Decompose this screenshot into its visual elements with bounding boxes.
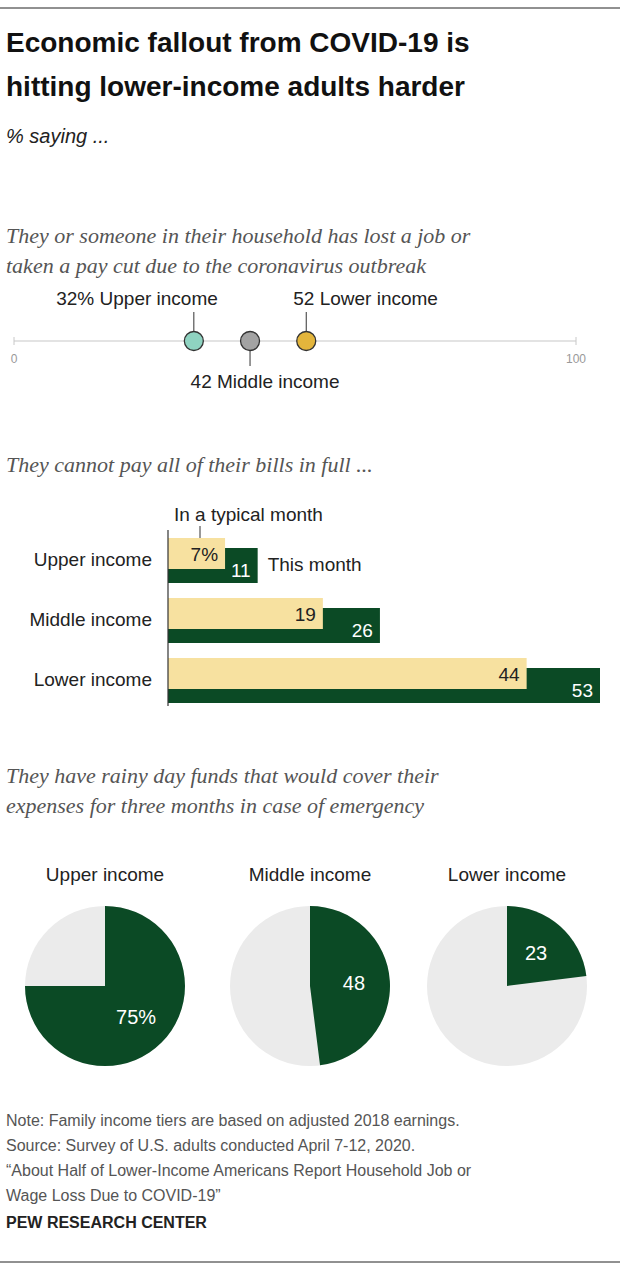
dot (297, 332, 316, 351)
category-label: Middle income (212, 371, 340, 392)
bar-labels: 11 26 53 7% 19 44 (191, 544, 593, 701)
data-label: 7% (191, 544, 219, 565)
data-label: 44 (499, 664, 521, 685)
legend-label: In a typical month (174, 504, 323, 525)
chart-title: expenses for three months in case of eme… (6, 793, 424, 818)
category-label: Lower income (34, 669, 152, 690)
axis-line (14, 340, 576, 341)
pie-background (25, 906, 185, 1066)
data-label: 23 (525, 942, 547, 964)
background (0, 0, 620, 1270)
category-label: Middle income (30, 609, 153, 630)
pie-title: Middle income (249, 864, 372, 885)
data-label: 53 (572, 680, 593, 701)
leader-line (306, 312, 307, 332)
pie-title: Lower income (448, 864, 566, 885)
credit: PEW RESEARCH CENTER (6, 1214, 207, 1231)
chart-title: They have rainy day funds that would cov… (6, 763, 439, 788)
category-label: Lower income (314, 288, 438, 309)
note: “About Half of Lower-Income Americans Re… (6, 1162, 472, 1179)
data-label: 11 (231, 560, 251, 581)
top-rule (0, 8, 620, 9)
pie-background (427, 906, 587, 1066)
category-label: Upper income (34, 549, 152, 570)
data-label: 42 (191, 371, 212, 392)
bar (168, 658, 527, 689)
data-label: 52 (293, 288, 314, 309)
dot-label: 42 Middle income (191, 371, 340, 392)
data-label: 32% (56, 288, 94, 309)
pie-slice (25, 906, 185, 1066)
legend-leader (200, 526, 201, 538)
chart-title: They or someone in their household has l… (6, 223, 471, 248)
note: Source: Survey of U.S. adults conducted … (6, 1137, 415, 1154)
dot-label: 52 Lower income (293, 288, 438, 309)
dot (184, 332, 203, 351)
category-label: Upper income (94, 288, 218, 309)
tick (576, 337, 577, 345)
data-label: 75% (116, 1006, 156, 1028)
data-label: 26 (352, 620, 373, 641)
chart-title: taken a pay cut due to the coronavirus o… (6, 253, 427, 278)
pie-slice (310, 906, 390, 1065)
subtitle: % saying ... (6, 125, 109, 147)
title: hitting lower-income adults harder (6, 71, 465, 102)
bars (168, 538, 600, 703)
tick-label: 0 (11, 352, 18, 366)
bar (168, 538, 225, 569)
title: Economic fallout from COVID-19 is (6, 27, 470, 58)
pie-title: Upper income (46, 864, 164, 885)
dot (241, 332, 260, 351)
leader-line (250, 350, 251, 366)
chart-page: Economic fallout from COVID-19 is hitting… (0, 0, 620, 1270)
tick (14, 337, 15, 345)
note: Note: Family income tiers are based on a… (6, 1112, 460, 1129)
data-label: 19 (295, 604, 316, 625)
legend-label: This month (268, 554, 362, 575)
note: Wage Loss Due to COVID-19” (6, 1187, 221, 1204)
pie-slice (507, 906, 586, 986)
bar (168, 598, 323, 629)
tick-label: 100 (566, 352, 586, 366)
leader-line (193, 312, 194, 332)
bottom-rule (0, 1262, 620, 1263)
pie-background (230, 906, 390, 1066)
chart-title: They cannot pay all of their bills in fu… (6, 452, 373, 477)
axis-line (167, 530, 168, 706)
dot-label: 32% Upper income (56, 288, 218, 309)
data-label: 48 (343, 972, 365, 994)
